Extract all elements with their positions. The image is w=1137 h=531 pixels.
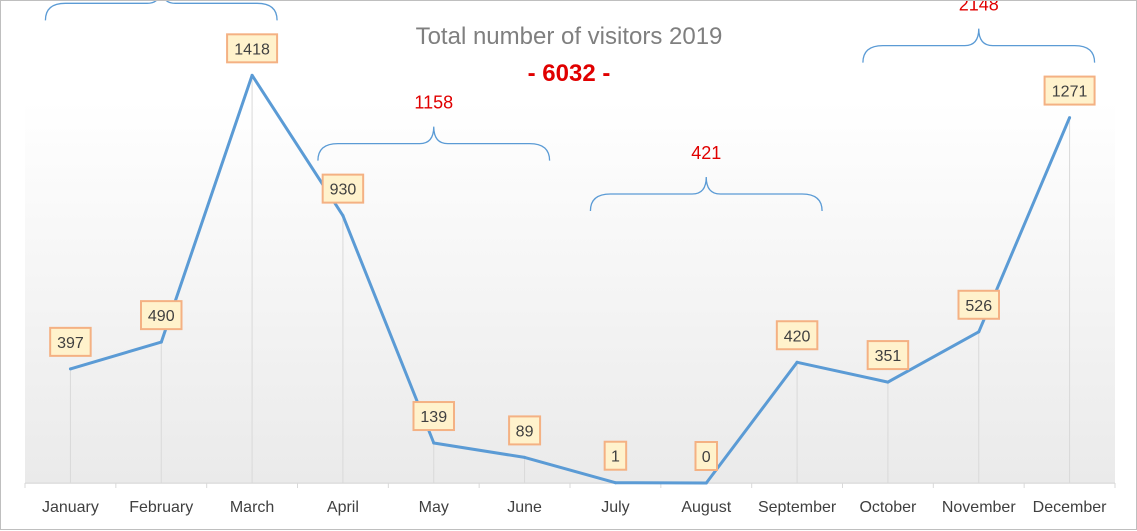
group-brace — [862, 28, 1096, 63]
group-annotation: 2148 — [862, 1, 1096, 63]
x-tick-label: June — [507, 499, 542, 516]
data-label-text: 89 — [516, 423, 534, 440]
x-tick-label: December — [1033, 499, 1107, 516]
data-point — [704, 481, 708, 485]
series-line — [69, 73, 1071, 485]
plot-background — [25, 101, 1115, 484]
x-tick-label: April — [327, 499, 359, 516]
x-tick-label: August — [681, 499, 731, 516]
chart-subtitle: - 6032 - — [528, 60, 611, 87]
data-label-box — [321, 173, 365, 204]
x-tick-label: January — [42, 499, 99, 516]
data-label-box — [508, 415, 542, 446]
data-label: 0 — [694, 441, 718, 471]
data-point — [977, 330, 981, 334]
data-point — [613, 481, 617, 485]
data-label-text: 420 — [784, 328, 811, 345]
group-sum-label: 2148 — [959, 1, 999, 15]
data-label-text: 139 — [420, 409, 447, 426]
data-label: 1418 — [226, 33, 279, 64]
x-tick-label: March — [230, 499, 274, 516]
x-tick-label: October — [859, 499, 917, 516]
data-label: 397 — [49, 326, 92, 357]
x-tick-label: July — [601, 499, 629, 516]
data-label: 1 — [603, 440, 628, 471]
data-label: 1271 — [1043, 75, 1096, 106]
data-point — [886, 380, 890, 384]
data-label-text: 1418 — [234, 41, 270, 58]
data-point — [523, 455, 527, 459]
data-label-box — [866, 340, 910, 371]
data-label: 526 — [957, 289, 1000, 320]
data-label-box — [412, 401, 455, 432]
data-point — [432, 441, 436, 445]
group-annotation: 421 — [589, 143, 823, 212]
data-label: 89 — [508, 415, 542, 446]
data-label: 930 — [321, 173, 365, 204]
data-point — [68, 367, 72, 371]
group-sum-label: 421 — [691, 143, 721, 163]
data-label-text: 351 — [875, 348, 902, 365]
data-label-text: 1 — [611, 449, 620, 466]
data-point — [795, 360, 799, 364]
x-tick-label: September — [758, 499, 837, 516]
data-label-text: 1271 — [1052, 84, 1088, 101]
data-label-text: 397 — [57, 335, 84, 352]
data-point — [341, 214, 345, 218]
data-point — [250, 73, 254, 77]
chart-title: Total number of visitors 2019 — [416, 23, 723, 50]
data-label-text: 0 — [702, 449, 711, 466]
group-annotation: 1158 — [317, 93, 551, 161]
data-label-box — [226, 33, 279, 64]
data-label: 420 — [775, 320, 819, 351]
data-label: 139 — [412, 401, 455, 432]
data-label-box — [140, 300, 183, 331]
group-brace — [589, 176, 823, 212]
data-label-box — [694, 441, 718, 471]
data-label-box — [603, 440, 628, 471]
group-brace — [44, 1, 278, 21]
x-tick-label: February — [129, 499, 193, 516]
data-point — [159, 340, 163, 344]
data-label: 490 — [140, 300, 183, 331]
data-label-box — [775, 320, 819, 351]
data-label-text: 490 — [148, 308, 175, 325]
group-sum-label: 1158 — [414, 93, 453, 113]
x-tick-label: May — [419, 499, 449, 516]
data-label-box — [1043, 75, 1096, 106]
group-brace — [317, 126, 551, 161]
data-label: 351 — [866, 340, 910, 371]
data-label-text: 526 — [965, 298, 992, 315]
data-label-text: 930 — [330, 182, 357, 199]
data-label-box — [957, 289, 1000, 320]
data-point — [1068, 116, 1072, 120]
group-annotation: 2305 — [44, 1, 278, 21]
data-label-box — [49, 326, 92, 357]
x-tick-label: November — [942, 499, 1016, 516]
